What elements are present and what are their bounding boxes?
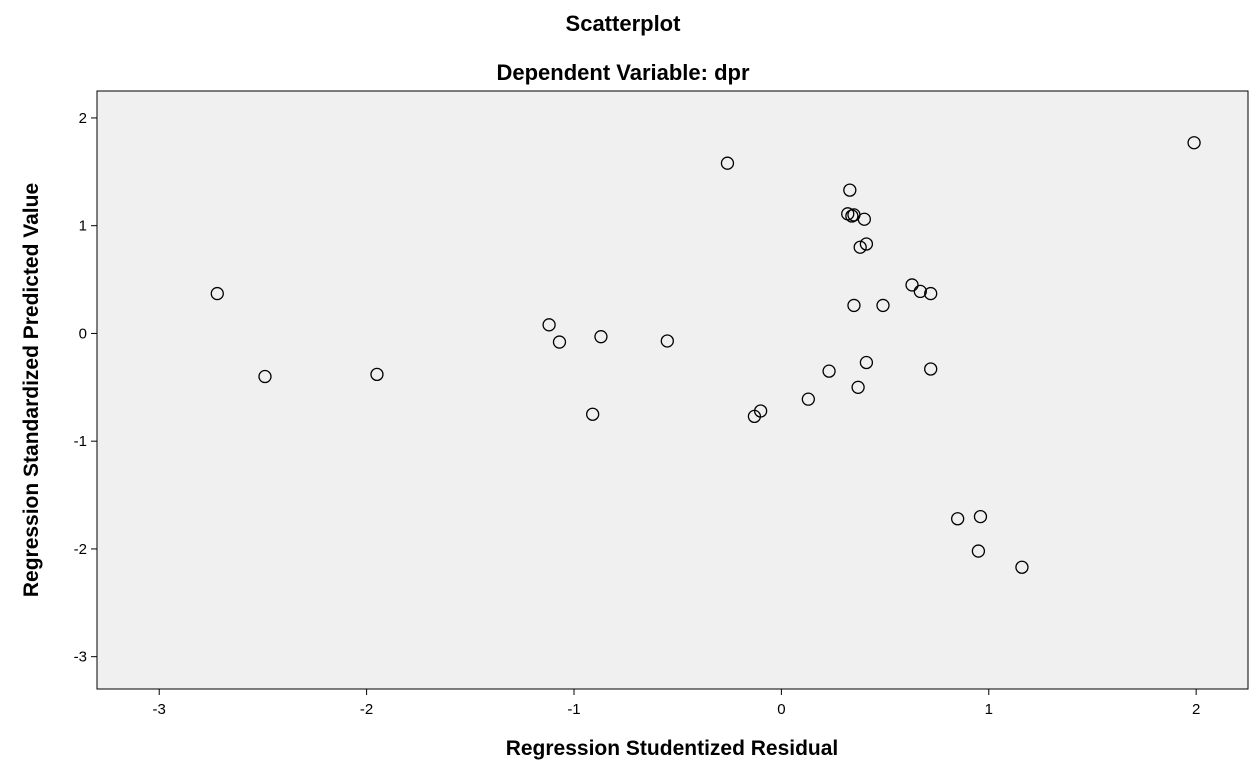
scatter-point [876, 298, 890, 313]
y-tick-label: -2 [74, 541, 87, 558]
chart-subtitle: Dependent Variable: dpr [496, 60, 749, 85]
scatter-point [594, 330, 608, 344]
scatter-point [258, 369, 272, 384]
scatter-point [801, 392, 815, 406]
scatter-point [370, 367, 384, 382]
y-tick-label: 1 [79, 218, 87, 235]
scatter-point [905, 278, 919, 292]
scatter-point [753, 404, 768, 418]
x-tick-label: 1 [985, 701, 993, 718]
y-tick-label: 0 [79, 325, 87, 342]
scatter-point [210, 286, 224, 301]
scatter-point [951, 512, 965, 526]
x-tick-label: -2 [360, 701, 373, 718]
plot-area [96, 90, 1249, 690]
scatter-point [857, 212, 871, 226]
x-tick-label: -3 [153, 701, 166, 718]
scatter-point [971, 544, 986, 558]
scatter-point [822, 364, 836, 378]
x-tick-label: 0 [777, 701, 785, 718]
scatter-point [924, 286, 938, 301]
chart-title: Scatterplot [566, 11, 682, 36]
scatter-point [552, 335, 567, 349]
y-tick-label: 2 [79, 110, 87, 127]
y-axis: -3 -2 -1 0 1 2 [74, 110, 97, 666]
y-tick-label: -1 [74, 433, 87, 450]
scatter-point [845, 209, 859, 223]
x-axis-label: Regression Studentized Residual [506, 737, 839, 760]
x-tick-label: 2 [1192, 701, 1200, 718]
scatter-point [859, 355, 874, 370]
scatter-point [859, 237, 874, 251]
scatter-point [913, 284, 927, 299]
x-axis: -3 -2 -1 0 1 2 [153, 689, 1200, 718]
scatter-point [843, 183, 857, 197]
scatter-point [973, 509, 988, 524]
scatter-point [542, 318, 556, 332]
y-axis-label: Regression Standardized Predicted Value [20, 183, 43, 597]
scatter-point [853, 240, 867, 254]
scatter-point [924, 362, 938, 376]
data-points [210, 136, 1201, 574]
scatter-point [720, 156, 735, 170]
x-tick-label: -1 [567, 701, 580, 718]
scatter-point [1015, 560, 1029, 574]
scatter-point [851, 380, 865, 394]
y-tick-label: -3 [74, 649, 87, 666]
scatter-point [1187, 136, 1201, 150]
scatter-point [847, 298, 861, 313]
scatter-point [660, 334, 674, 348]
scatter-point [586, 407, 600, 421]
